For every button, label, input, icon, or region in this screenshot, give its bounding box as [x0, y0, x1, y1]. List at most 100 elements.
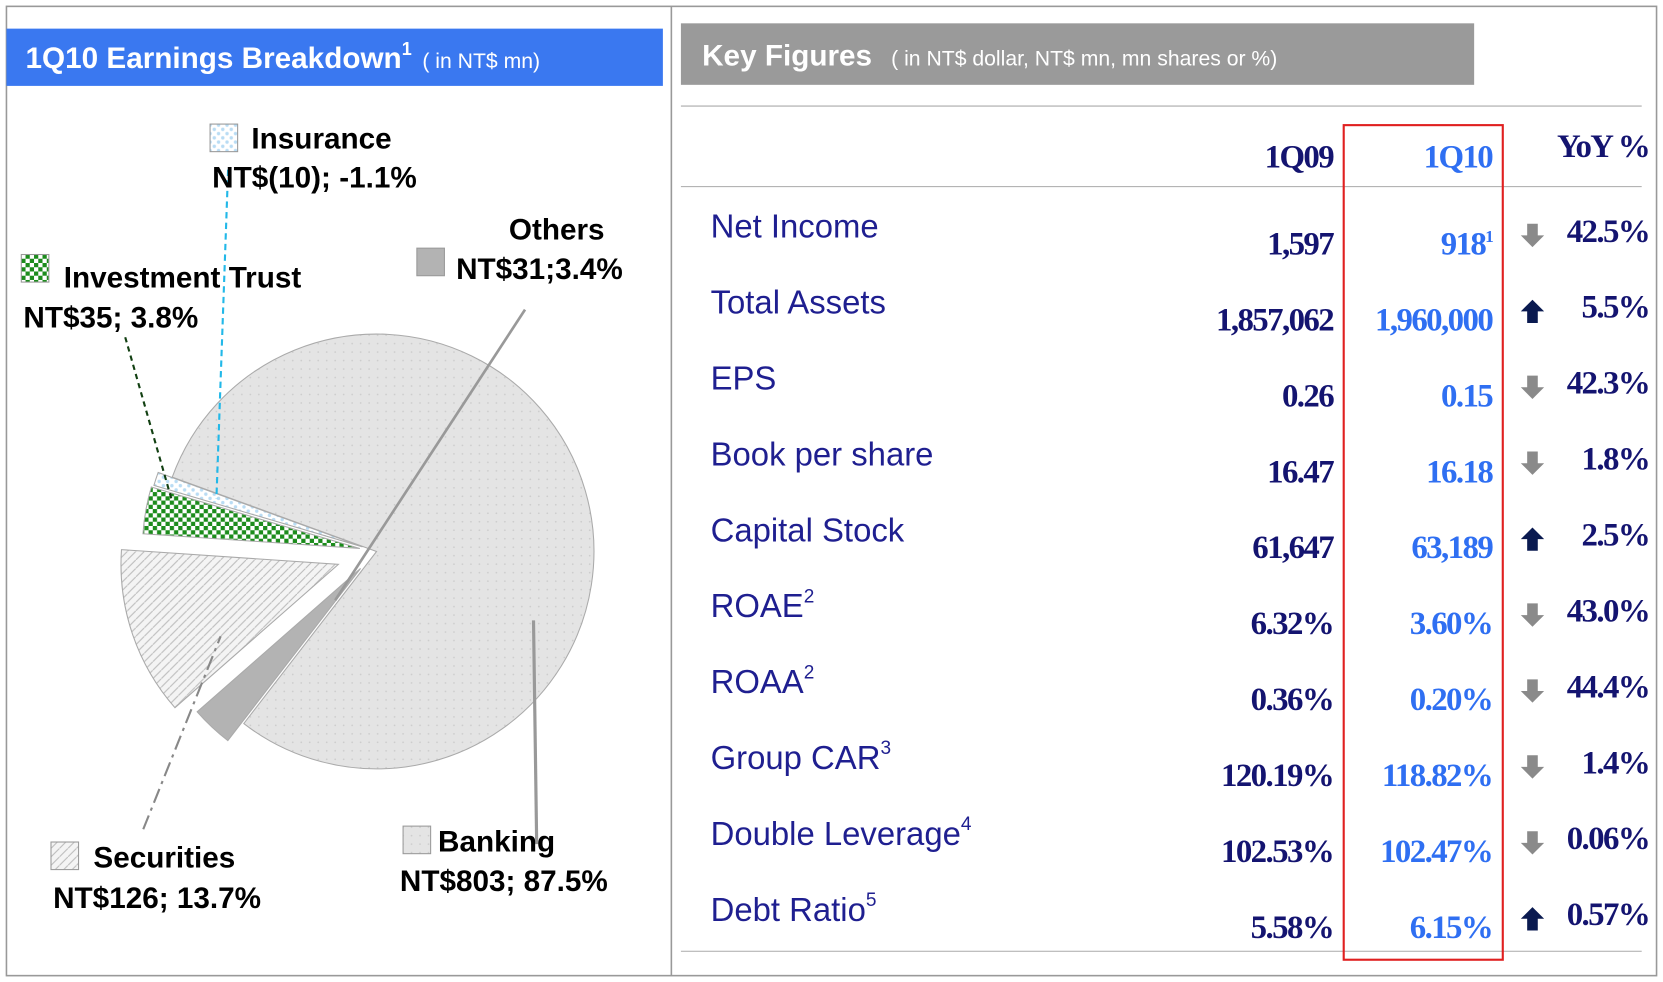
cell-1q10: 9181	[1441, 227, 1494, 263]
cell-1q09: 102.53%	[1221, 834, 1333, 870]
column-header: 1Q10	[1424, 140, 1494, 176]
row-label-text: Book per share	[711, 435, 934, 472]
pie-slice	[120, 549, 340, 709]
cell-1q09: 0.26	[1282, 378, 1334, 414]
trend-arrow	[1520, 299, 1545, 324]
cell-yoy: 1.8%	[1582, 442, 1650, 478]
cell-1q10-value: 3.60%	[1410, 606, 1492, 642]
slice-label: Others	[509, 214, 605, 247]
row-label: Net Income	[711, 208, 879, 245]
trend-arrow	[1520, 907, 1545, 931]
slice-value-label: NT$35; 3.8%	[23, 302, 198, 335]
pie-slice	[171, 333, 595, 770]
row-label-text: Net Income	[711, 208, 879, 245]
row-label-sup: 2	[804, 662, 815, 683]
cell-yoy: 42.5%	[1567, 214, 1649, 250]
cell-1q09: 61,647	[1252, 530, 1334, 566]
cell-yoy: 42.3%	[1567, 366, 1649, 402]
cell-1q09: 16.47	[1267, 454, 1334, 490]
row-label-text: Capital Stock	[711, 511, 905, 548]
row-label: Debt Ratio5	[711, 890, 877, 928]
cell-1q10-value: 16.18	[1426, 454, 1493, 490]
pie-slice	[142, 486, 361, 549]
row-label-text: Group CAR	[711, 739, 881, 776]
slice-label: Insurance	[251, 122, 391, 155]
row-label: Total Assets	[711, 283, 886, 320]
slice-label: Investment Trust	[64, 261, 302, 294]
cell-1q10-value: 102.47%	[1380, 834, 1492, 870]
cell-1q10-value: 118.82%	[1382, 758, 1492, 794]
leader-lines	[124, 169, 539, 845]
cell-yoy: 0.06%	[1567, 821, 1649, 857]
trend-arrow	[1520, 223, 1545, 248]
cell-1q10-value: 0.15	[1441, 378, 1493, 414]
cell-1q09: 1,857,062	[1216, 302, 1334, 338]
row-label-sup: 4	[961, 814, 972, 835]
cell-1q09: 0.36%	[1251, 682, 1333, 718]
cell-1q10: 16.18	[1426, 454, 1493, 490]
row-label: EPS	[711, 359, 777, 396]
row-label: Book per share	[711, 435, 934, 472]
slice-value-label: NT$126; 13.7%	[53, 882, 261, 915]
key-figures-table: 1Q09 1Q10 YoY %Net Income 1,597 9181 42.5%Tot…	[711, 129, 1651, 946]
leader	[215, 169, 230, 499]
row-label-sup: 3	[880, 738, 891, 759]
pie-labels: Banking NT$803; 87.5% Others NT$31;3.4% Secu…	[20, 122, 623, 915]
cell-1q10-value: 63,189	[1411, 530, 1493, 566]
legend-swatch	[209, 123, 239, 153]
leader	[531, 620, 539, 845]
slice-value-label: NT$(10); -1.1%	[212, 162, 417, 195]
cell-1q10: 3.60%	[1410, 606, 1492, 642]
cell-1q09: 5.58%	[1251, 910, 1333, 946]
trend-arrow	[1520, 755, 1545, 779]
pie-slice	[196, 568, 362, 742]
cell-1q10: 1,960,000	[1375, 302, 1493, 338]
cell-1q09: 120.19%	[1221, 758, 1333, 794]
trend-arrow	[1520, 375, 1545, 399]
row-label-text: EPS	[711, 359, 777, 396]
cell-yoy: 2.5%	[1582, 518, 1650, 554]
cell-1q10-value: 0.20%	[1410, 682, 1492, 718]
row-label-text: Double Leverage	[711, 815, 961, 852]
cell-1q10: 0.15	[1441, 378, 1493, 414]
slice-label: Banking	[438, 826, 555, 859]
column-header: YoY %	[1557, 129, 1649, 165]
row-label: ROAA2	[711, 662, 815, 700]
row-label-text: Total Assets	[711, 283, 886, 320]
cell-yoy: 43.0%	[1567, 593, 1649, 629]
leader	[334, 308, 527, 601]
legend-swatch	[416, 247, 445, 277]
row-label-text: ROAE	[711, 587, 804, 624]
trend-arrow	[1520, 679, 1545, 703]
highlight-box	[1342, 124, 1504, 961]
right-title: Key Figures( in NT$ dollar, NT$ mn, mn s…	[702, 40, 1277, 73]
cell-1q10: 6.15%	[1410, 910, 1492, 946]
cell-yoy: 1.4%	[1582, 745, 1650, 781]
legend-swatch	[50, 841, 80, 871]
pie	[120, 333, 595, 770]
cell-1q10: 63,189	[1411, 530, 1493, 566]
row-label: ROAE2	[711, 586, 815, 624]
row-label-sup: 5	[866, 890, 877, 911]
cell-1q10-value: 918	[1441, 227, 1487, 263]
cell-1q10: 102.47%	[1380, 834, 1492, 870]
row-label-text: Debt Ratio	[711, 891, 866, 928]
row-label: Group CAR3	[711, 738, 891, 776]
trend-arrow	[1520, 603, 1545, 627]
trend-arrow	[1520, 451, 1545, 475]
cell-1q10-value: 6.15%	[1410, 910, 1492, 946]
trend-arrow	[1520, 527, 1545, 551]
column-header: 1Q09	[1265, 140, 1335, 176]
slice-value-label: NT$803; 87.5%	[400, 865, 608, 898]
left-title-bar	[6, 28, 663, 86]
cell-1q09: 6.32%	[1251, 606, 1333, 642]
row-label: Capital Stock	[711, 511, 905, 548]
leader	[124, 336, 173, 501]
cell-1q10: 0.20%	[1410, 682, 1492, 718]
cell-yoy: 44.4%	[1567, 669, 1649, 705]
left-title: 1Q10 Earnings Breakdown1( in NT$ mn)	[26, 39, 541, 75]
leader	[142, 635, 222, 830]
slice-value-label: NT$31;3.4%	[456, 253, 623, 286]
row-label: Double Leverage4	[711, 814, 972, 852]
